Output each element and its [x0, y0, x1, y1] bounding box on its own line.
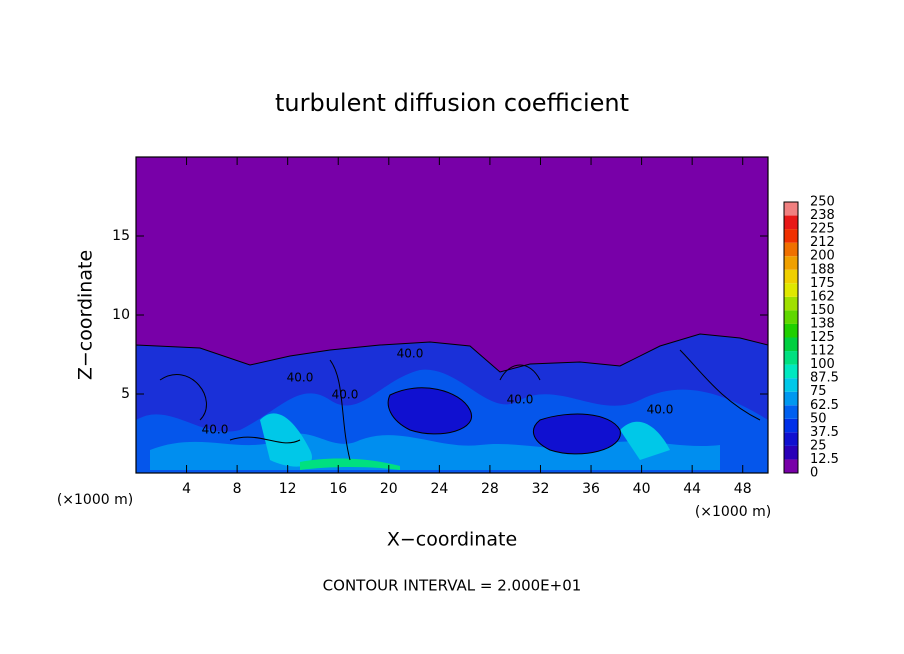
colorbar-band [784, 242, 798, 257]
x-tick-label: 44 [683, 481, 701, 497]
colorbar-label: 238 [810, 208, 835, 223]
x-unit: (×1000 m) [695, 504, 771, 520]
x-tick-label: 48 [734, 481, 752, 497]
contour-label: 40.0 [397, 347, 424, 361]
x-tick-label: 40 [633, 481, 651, 497]
footnote: CONTOUR INTERVAL = 2.000E+01 [323, 577, 582, 595]
colorbar-band [784, 432, 798, 446]
x-unit: (×1000 m) [57, 492, 133, 508]
colorbar-band [784, 202, 798, 216]
colorbar-label: 112 [810, 344, 835, 359]
colorbar-band [784, 296, 798, 311]
x-tick-label: 4 [182, 481, 191, 497]
colorbar-band [784, 418, 798, 433]
field [135, 157, 769, 474]
field-region [300, 458, 400, 470]
x-tick-label: 8 [233, 481, 242, 497]
colorbar-label: 150 [810, 303, 835, 318]
y-tick-label: 5 [121, 386, 130, 402]
field-region [260, 413, 670, 467]
contour-label: 40.0 [507, 393, 534, 407]
colorbar-band [784, 323, 798, 338]
colorbar-label: 62.5 [810, 398, 839, 413]
y-axis-label: Z−coordinate [75, 250, 97, 380]
x-tick-label: 16 [329, 481, 347, 497]
x-tick-label: 32 [532, 481, 550, 497]
colorbar-label: 225 [810, 222, 835, 237]
colorbar-label: 75 [810, 384, 827, 399]
contour-label: 40.0 [202, 423, 229, 437]
colorbar-band [784, 337, 798, 352]
colorbar-band [784, 256, 798, 270]
chart-title: turbulent diffusion coefficient [275, 89, 629, 117]
y-tick-label: 15 [112, 228, 130, 244]
colorbar-band [784, 229, 798, 243]
colorbar-band [784, 364, 798, 379]
x-tick-label: 20 [380, 481, 398, 497]
colorbar-band [784, 378, 798, 392]
contour-line [159, 349, 761, 461]
field-region [387, 387, 621, 455]
x-tick-label: 36 [582, 481, 600, 497]
colorbar-band [784, 310, 798, 324]
colorbar-label: 87.5 [810, 371, 839, 386]
colorbar-band [784, 445, 798, 460]
colorbar-label: 12.5 [810, 452, 839, 467]
x-tick-label: 12 [279, 481, 297, 497]
contour-label: 40.0 [287, 371, 314, 385]
colorbar-band [784, 269, 798, 284]
colorbar-label: 250 [810, 195, 835, 210]
colorbar-label: 212 [810, 235, 835, 250]
colorbar-frame [783, 201, 799, 474]
x-tick-label: 28 [481, 481, 499, 497]
colorbar-label: 175 [810, 276, 835, 291]
y-tick-label: 10 [112, 307, 130, 323]
colorbar-band [784, 405, 798, 419]
x-tick-label: 24 [430, 481, 448, 497]
colorbar-band [784, 391, 798, 406]
colorbar-label: 25 [810, 438, 827, 453]
colorbar-label: 138 [810, 316, 835, 331]
colorbar-label: 50 [810, 411, 827, 426]
colorbar-band [784, 351, 798, 365]
colorbar-label: 125 [810, 330, 835, 345]
colorbar-label: 100 [810, 357, 835, 372]
contour-label: 40.0 [647, 403, 674, 417]
colorbar-band [784, 283, 798, 297]
contour-label: 40.0 [332, 388, 359, 402]
colorbar-label: 37.5 [810, 425, 839, 440]
colorbar-band [784, 459, 798, 473]
colorbar-label: 0 [810, 466, 818, 481]
x-axis-label: X−coordinate [387, 529, 517, 551]
colorbar-label: 162 [810, 289, 835, 304]
colorbar-band [784, 215, 798, 230]
colorbar-label: 188 [810, 262, 835, 277]
colorbar-label: 200 [810, 249, 835, 264]
